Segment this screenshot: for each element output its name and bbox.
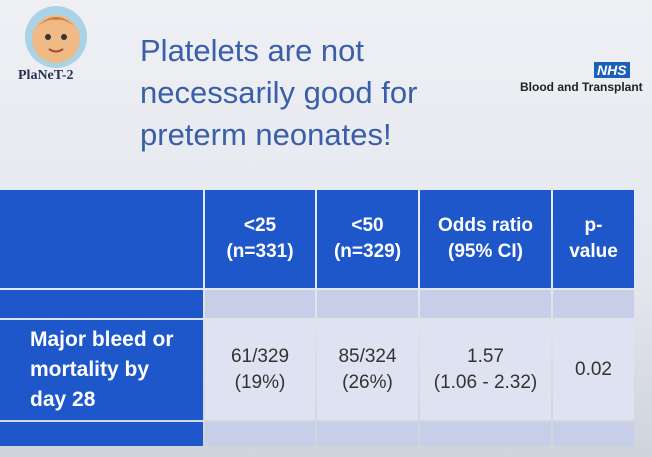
- band: [420, 290, 551, 318]
- data-cell: 1.57 (1.06 - 2.32): [420, 320, 551, 420]
- data-cell: 85/324 (26%): [317, 320, 418, 420]
- band: [317, 422, 418, 446]
- cell-line: <25: [243, 215, 277, 236]
- band: [553, 422, 634, 446]
- band: [205, 422, 315, 446]
- band: [0, 422, 203, 446]
- cell-line: <50: [351, 215, 384, 236]
- org-name: Blood and Transplant: [520, 80, 643, 94]
- header-cell: p-value: [553, 190, 634, 288]
- cell-line: value: [569, 241, 618, 262]
- header-cell: [0, 190, 203, 288]
- nhs-badge: NHS: [594, 62, 630, 78]
- title-line: necessarily good for: [140, 75, 418, 110]
- cell-line: p-: [584, 215, 603, 236]
- data-cell: 61/329 (19%): [205, 320, 315, 420]
- cell-line: Odds ratio: [437, 215, 533, 236]
- band: [553, 290, 634, 318]
- cell-line: (19%): [234, 372, 286, 393]
- cell-line: (95% CI): [448, 241, 523, 262]
- band: [205, 290, 315, 318]
- cell-line: (n=331): [226, 241, 294, 262]
- cell-line: day 28: [30, 388, 96, 411]
- cell-line: 0.02: [575, 359, 612, 380]
- data-cell: 0.02: [553, 320, 634, 420]
- header-cell: Odds ratio (95% CI): [420, 190, 551, 288]
- cell-line: Major bleed or: [30, 328, 174, 351]
- band: [420, 422, 551, 446]
- logo-icon: [25, 6, 87, 68]
- slide-title: Platelets are not necessarily good for p…: [140, 30, 417, 156]
- cell-line: 1.57: [467, 346, 504, 367]
- header-cell: <50 (n=329): [317, 190, 418, 288]
- band: [317, 290, 418, 318]
- cell-line: (26%): [342, 372, 393, 393]
- band: [0, 290, 203, 318]
- cell-line: (n=329): [333, 241, 402, 262]
- row-header: Major bleed or mortality by day 28: [0, 320, 203, 420]
- title-line: preterm neonates!: [140, 117, 392, 152]
- title-line: Platelets are not: [140, 33, 365, 68]
- cell-line: 61/329: [230, 346, 290, 367]
- cell-line: 85/324: [338, 346, 397, 367]
- logo-text: PlaNeT-2: [18, 68, 74, 83]
- header-cell: <25 (n=331): [205, 190, 315, 288]
- cell-line: (1.06 - 2.32): [433, 372, 538, 393]
- cell-line: mortality by: [30, 358, 150, 381]
